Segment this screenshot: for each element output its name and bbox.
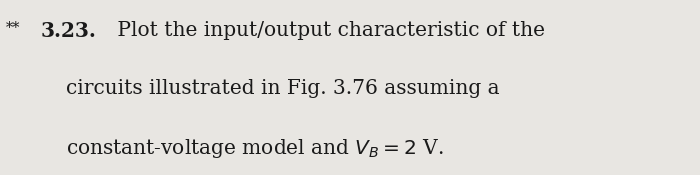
Text: **: ** — [6, 21, 20, 35]
Text: 3.23.: 3.23. — [41, 21, 97, 41]
Text: Plot the input/output characteristic of the: Plot the input/output characteristic of … — [111, 21, 545, 40]
Text: circuits illustrated in Fig. 3.76 assuming a: circuits illustrated in Fig. 3.76 assumi… — [66, 79, 500, 98]
Text: constant-voltage model and $V_B = 2$ V.: constant-voltage model and $V_B = 2$ V. — [66, 136, 444, 159]
